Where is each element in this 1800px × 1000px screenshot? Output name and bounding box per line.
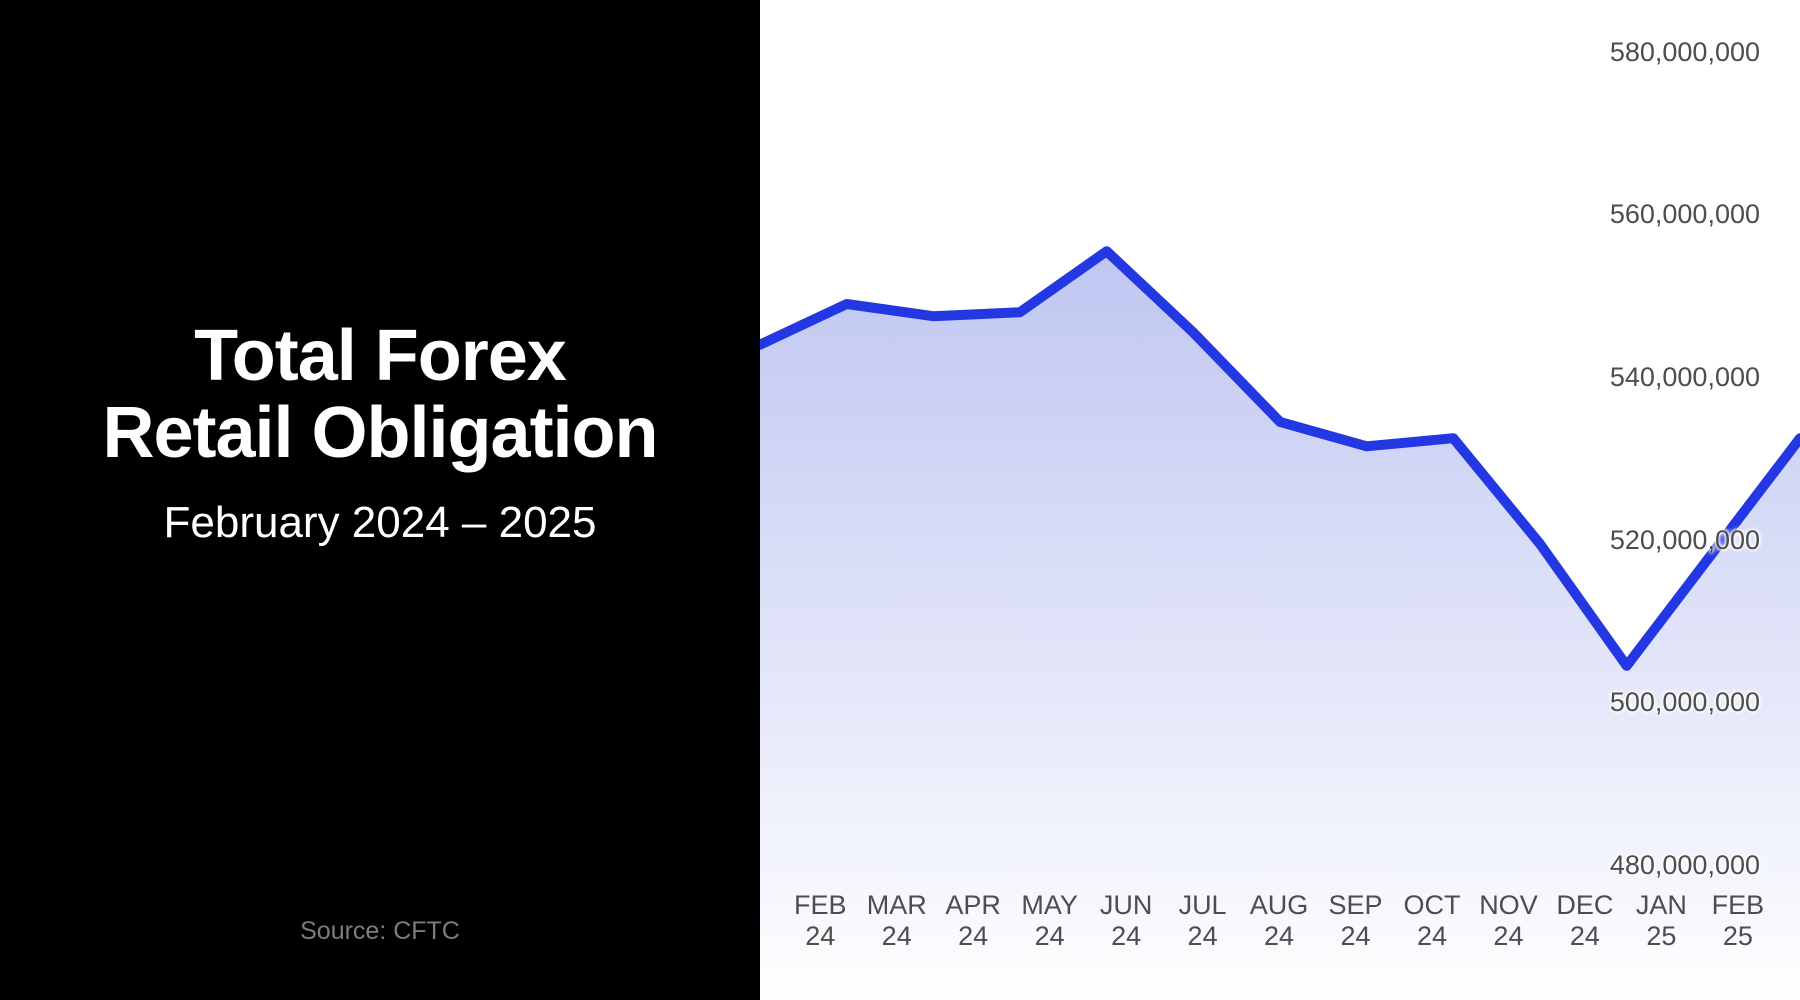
x-tick-label: AUG 24 bbox=[1249, 890, 1309, 951]
page-title: Total Forex Retail Obligation bbox=[0, 318, 760, 472]
source-attribution: Source: CFTC bbox=[300, 917, 460, 945]
x-tick-label: APR 24 bbox=[945, 890, 1001, 951]
x-tick-label: SEP 24 bbox=[1328, 890, 1383, 951]
x-tick-label: OCT 24 bbox=[1403, 890, 1461, 951]
area-chart bbox=[760, 246, 1800, 1000]
x-tick-label: MAR 24 bbox=[866, 890, 927, 951]
x-axis: FEB 24 MAR 24 APR 24 MAY 24 JUN 24 JUL 24 AUG 2… bbox=[760, 890, 1800, 952]
trend-line bbox=[760, 246, 1800, 671]
x-tick-label: MAY 24 bbox=[1021, 890, 1078, 951]
x-tick-label: JAN 25 bbox=[1635, 890, 1687, 951]
x-tick-label: FEB 25 bbox=[1711, 890, 1765, 951]
x-tick-label: JUN 24 bbox=[1099, 890, 1153, 951]
title-line-2: Retail Obligation bbox=[102, 393, 658, 473]
x-tick-label: NOV 24 bbox=[1479, 890, 1538, 951]
x-tick-label: JUL 24 bbox=[1178, 890, 1227, 951]
x-tick-label: FEB 24 bbox=[793, 890, 847, 951]
date-range-subtitle: February 2024 – 2025 bbox=[163, 498, 597, 547]
chart-area: 580,000,000 560,000,000 540,000,000 520,… bbox=[760, 0, 1800, 1000]
title-line-1: Total Forex bbox=[194, 316, 567, 396]
x-tick-label: DEC 24 bbox=[1556, 890, 1614, 951]
area-fill bbox=[760, 251, 1800, 1000]
title-panel: Total Forex Retail Obligation February 2… bbox=[0, 0, 760, 1000]
